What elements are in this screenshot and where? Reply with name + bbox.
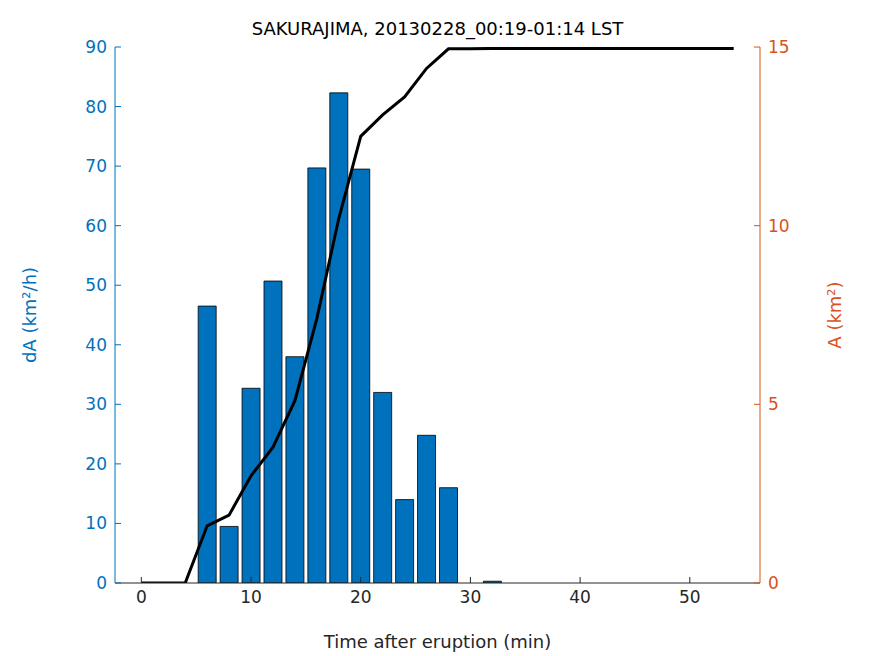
svg-text:20: 20	[85, 454, 107, 474]
svg-text:50: 50	[679, 587, 701, 607]
svg-text:10: 10	[768, 216, 790, 236]
svg-text:0: 0	[768, 573, 779, 593]
svg-text:30: 30	[460, 587, 482, 607]
svg-text:Time after eruption (min): Time after eruption (min)	[323, 631, 552, 652]
svg-text:15: 15	[768, 37, 790, 57]
svg-text:40: 40	[85, 335, 107, 355]
svg-text:0: 0	[96, 573, 107, 593]
svg-text:80: 80	[85, 97, 107, 117]
svg-text:5: 5	[768, 394, 779, 414]
svg-text:60: 60	[85, 216, 107, 236]
svg-text:A (km²): A (km²)	[824, 281, 845, 348]
html-text:SAKURAJIMA, 20130228_00:19-01:: SAKURAJIMA, 20130228_00:19-01:14 LST	[251, 18, 624, 39]
svg-text:0: 0	[136, 587, 147, 607]
svg-text:10: 10	[85, 513, 107, 533]
svg-text:50: 50	[85, 275, 107, 295]
svg-text:10: 10	[240, 587, 262, 607]
svg-text:90: 90	[85, 37, 107, 57]
svg-text:70: 70	[85, 156, 107, 176]
svg-text:40: 40	[569, 587, 591, 607]
svg-text:20: 20	[350, 587, 372, 607]
svg-text:30: 30	[85, 394, 107, 414]
svg-text:dA (km²/h): dA (km²/h)	[19, 267, 40, 363]
